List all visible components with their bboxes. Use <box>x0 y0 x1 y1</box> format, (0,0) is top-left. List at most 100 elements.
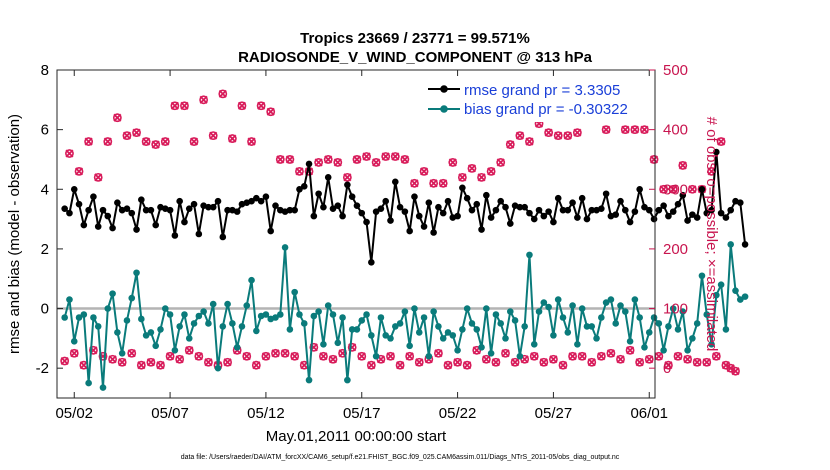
assimilated-count-point <box>271 349 280 358</box>
rmse-point <box>439 209 447 217</box>
assimilated-count-point <box>122 131 131 140</box>
possible-count-point <box>649 155 659 164</box>
rmse-point <box>736 199 744 206</box>
rmse-point <box>142 206 150 214</box>
rmse-point <box>70 185 78 193</box>
possible-count-point <box>539 357 549 367</box>
possible-count-point <box>577 351 587 361</box>
rmse-point <box>583 215 591 223</box>
possible-count-point <box>319 351 328 361</box>
bias-point <box>109 290 116 297</box>
rmse-point <box>209 203 217 211</box>
bias-point <box>310 312 318 320</box>
bias-point <box>578 305 586 312</box>
rmse-point <box>631 208 639 215</box>
possible-count-point <box>620 125 630 135</box>
assimilated-count-point <box>405 352 414 361</box>
rmse-point <box>545 208 552 215</box>
rmse-point <box>296 185 303 193</box>
assimilated-count-point <box>372 158 381 167</box>
bias-point <box>459 326 466 333</box>
assimilated-count-point <box>702 358 711 367</box>
bias-point <box>732 287 739 294</box>
bias-point <box>689 335 696 342</box>
y-right-tick-label: 200 <box>663 241 688 258</box>
bias-point <box>209 300 217 308</box>
plot-frame <box>56 69 656 399</box>
possible-count-point <box>381 152 391 161</box>
rmse-point <box>310 212 318 220</box>
y-left-tick-label: 6 <box>41 122 49 139</box>
assimilated-count-point <box>65 149 74 158</box>
rmse-point <box>401 208 409 215</box>
bias-point <box>248 276 255 284</box>
possible-count-point <box>457 172 467 182</box>
y-axis-left-label: rmse and bias (model - observation) <box>6 114 23 354</box>
rmse-point <box>430 229 437 236</box>
possible-count-point <box>175 354 185 364</box>
possible-count-point <box>462 360 472 370</box>
rmse-point <box>339 212 346 220</box>
rmse-point <box>425 199 433 206</box>
possible-count-point <box>347 342 357 352</box>
assimilated-count-point <box>146 358 155 367</box>
possible-count-point <box>184 345 194 355</box>
possible-count-point <box>702 357 712 367</box>
assimilated-count-point <box>391 152 400 161</box>
bias-point <box>233 344 241 351</box>
rmse-point <box>300 182 308 190</box>
bias-point <box>444 329 452 336</box>
rmse-point <box>626 218 634 226</box>
possible-count-point <box>678 161 688 170</box>
rmse-point <box>645 206 653 214</box>
possible-count-point <box>237 101 247 111</box>
assimilated-count-point <box>568 352 577 361</box>
bias-point <box>363 311 370 318</box>
rmse-point <box>66 209 73 217</box>
bias-series <box>61 241 749 391</box>
possible-count-point <box>84 137 94 146</box>
bias-point <box>401 308 409 315</box>
possible-count-point <box>644 354 654 364</box>
assimilated-count-point <box>290 352 299 361</box>
bias-point <box>324 302 332 309</box>
possible-count-point <box>280 348 290 358</box>
assimilated-count-point <box>511 358 520 367</box>
assimilated-count-point <box>228 134 237 143</box>
assimilated-count-point <box>563 131 572 140</box>
assimilated-count-point <box>463 361 472 370</box>
bias-point <box>741 293 749 300</box>
bias-point <box>665 323 672 330</box>
rmse-point <box>554 194 562 202</box>
bias-point <box>315 308 322 315</box>
rmse-point <box>147 206 155 214</box>
rmse-point <box>550 218 557 226</box>
assimilated-count-point <box>721 361 730 370</box>
bias-point <box>430 308 437 315</box>
bias-point <box>70 338 78 345</box>
assimilated-count-point <box>343 173 352 182</box>
possible-count-point <box>366 360 376 370</box>
possible-count-point <box>362 152 371 161</box>
possible-count-point <box>481 354 491 364</box>
x-tick-label: 05/07 <box>151 405 189 422</box>
possible-count-point <box>400 155 410 164</box>
y-left-tick-label: -2 <box>36 360 49 377</box>
x-tick-label: 06/01 <box>630 405 668 422</box>
bias-point <box>526 251 533 259</box>
rmse-point <box>502 203 509 211</box>
assimilated-count-point <box>458 173 467 182</box>
bias-point <box>535 308 543 315</box>
possible-count-point <box>275 155 285 164</box>
bias-point <box>253 327 260 335</box>
assimilated-count-point <box>218 89 227 98</box>
possible-count-point <box>69 348 79 358</box>
rmse-point <box>214 197 222 205</box>
assimilated-count-point <box>237 101 246 110</box>
assimilated-count-point <box>400 155 409 164</box>
rmse-point <box>85 206 92 214</box>
series-layer <box>60 89 749 391</box>
bias-point <box>502 335 509 342</box>
bias-point <box>550 332 557 339</box>
bias-point <box>717 281 725 288</box>
